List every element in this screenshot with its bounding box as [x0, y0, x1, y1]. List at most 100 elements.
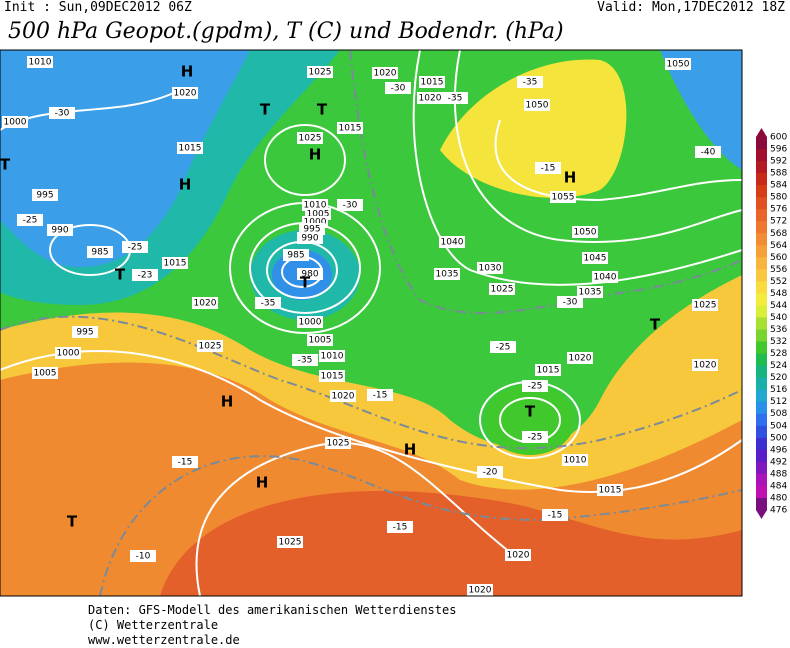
label-box [17, 214, 43, 226]
label-box [27, 56, 53, 68]
label-box [477, 466, 503, 478]
contour-label: 1000 [299, 318, 322, 328]
cold-ne [660, 50, 742, 170]
contour-label: -25 [528, 382, 543, 392]
label-box [517, 76, 543, 88]
contour-label: 1015 [421, 78, 444, 88]
contour-label: 980 [301, 270, 318, 280]
contour-label: 1025 [299, 134, 322, 144]
contour-label: -35 [523, 78, 538, 88]
label-box [387, 521, 413, 533]
map: 1010102010001015995990985101510209951000… [0, 49, 743, 597]
contour-label: 1010 [29, 58, 52, 68]
label-box [535, 162, 561, 174]
colorbar-swatch [756, 293, 767, 306]
colorbar-swatch [756, 461, 767, 475]
label-box [307, 334, 333, 346]
contour-label: 1055 [552, 193, 575, 203]
contour-label: 995 [36, 191, 53, 201]
contour-label: -15 [178, 458, 193, 468]
colorbar-swatch [756, 473, 767, 487]
contour-label: 1025 [491, 285, 514, 295]
contour-label: 1005 [309, 336, 332, 346]
contour-label: 1000 [4, 118, 27, 128]
contour-label: 1025 [199, 342, 222, 352]
contour-label: 1015 [321, 372, 344, 382]
label-box [522, 380, 548, 392]
colorbar-swatch [756, 221, 767, 234]
contour-label: 990 [51, 226, 68, 236]
label-box [439, 236, 465, 248]
contour-label: 1035 [579, 288, 602, 298]
contour-label: -35 [298, 356, 313, 366]
colorbar-swatch [756, 305, 767, 318]
label-box [695, 146, 721, 158]
label-box [419, 76, 445, 88]
colorbar-swatch [756, 413, 767, 427]
contour-label: -15 [393, 523, 408, 533]
valid-time: Valid: Mon,17DEC2012 18Z [597, 0, 785, 15]
label-box [385, 82, 411, 94]
isotherm [0, 315, 743, 450]
label-box [32, 367, 58, 379]
contour-label: 1010 [564, 456, 587, 466]
contour-label: 1020 [374, 69, 397, 79]
footer-line: www.wetterzentrale.de [88, 633, 240, 647]
pressure-center: T [260, 101, 271, 119]
label-box [467, 584, 493, 596]
colorbar-label: 588 [770, 169, 787, 179]
label-box [337, 122, 363, 134]
label-box [562, 454, 588, 466]
contour-label: -35 [448, 94, 463, 104]
colorbar-swatch [756, 257, 767, 270]
footer-line: (C) Wetterzentrale [88, 618, 218, 632]
colorbar-swatch [756, 485, 767, 499]
colorbar-label: 568 [770, 229, 787, 239]
label-box [177, 142, 203, 154]
pressure-center: H [256, 474, 269, 492]
colorbar-swatch [756, 137, 767, 150]
label-box [162, 257, 188, 269]
pressure-center: T [115, 266, 126, 284]
pressure-center: T [650, 316, 661, 334]
label-box [490, 341, 516, 353]
colorbar-swatch [756, 149, 767, 162]
contour-label: -25 [496, 343, 511, 353]
contour-label: -15 [373, 391, 388, 401]
label-box [572, 226, 598, 238]
contour-label: -15 [548, 511, 563, 521]
contour-label: 1010 [321, 352, 344, 362]
colorbar-swatch [756, 173, 767, 186]
pressure-center: H [404, 441, 417, 459]
contour-label: 1050 [667, 60, 690, 70]
colorbar-label: 580 [770, 193, 787, 203]
label-box [55, 347, 81, 359]
label-box [255, 297, 281, 309]
label-box [477, 262, 503, 274]
isobar [453, 49, 743, 244]
label-box [172, 87, 198, 99]
pressure-center: T [300, 274, 311, 292]
colorbar-swatch [756, 425, 767, 439]
contour-label: -25 [128, 243, 143, 253]
label-box [297, 316, 323, 328]
colorbar-label: 560 [770, 253, 787, 263]
colorbar-label: 540 [770, 313, 787, 323]
colorbar-swatch [756, 497, 767, 511]
contour-label: 1025 [309, 68, 332, 78]
pressure-center: T [317, 101, 328, 119]
colorbar-label: 556 [770, 265, 787, 275]
label-box [577, 286, 603, 298]
label-box [132, 269, 158, 281]
label-box [692, 299, 718, 311]
colorbar-label: 528 [770, 349, 787, 359]
label-box [297, 132, 323, 144]
label-box [197, 340, 223, 352]
label-box [550, 191, 576, 203]
contour-label: 1045 [584, 254, 607, 264]
contour-label: 1020 [694, 361, 717, 371]
colorbar-label: 544 [770, 301, 787, 311]
label-box [172, 456, 198, 468]
colorbar-label: 552 [770, 277, 787, 287]
